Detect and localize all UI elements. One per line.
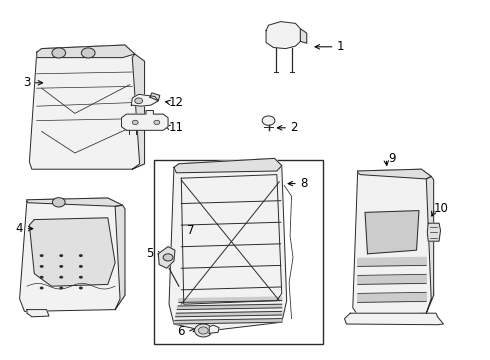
Polygon shape	[158, 247, 175, 268]
Circle shape	[59, 287, 63, 289]
Circle shape	[52, 198, 65, 207]
Polygon shape	[131, 94, 158, 106]
Text: 7: 7	[187, 224, 195, 237]
Polygon shape	[29, 45, 145, 169]
Circle shape	[40, 287, 44, 289]
Circle shape	[52, 48, 66, 58]
Polygon shape	[426, 176, 434, 313]
Circle shape	[79, 276, 83, 279]
Text: 11: 11	[169, 121, 184, 134]
Polygon shape	[358, 293, 426, 302]
Circle shape	[163, 254, 173, 261]
Circle shape	[59, 276, 63, 279]
Polygon shape	[29, 218, 115, 286]
Polygon shape	[266, 22, 300, 49]
Polygon shape	[209, 325, 219, 333]
Text: 3: 3	[23, 76, 31, 89]
Text: 8: 8	[300, 177, 308, 190]
Polygon shape	[181, 175, 282, 304]
Circle shape	[262, 116, 275, 125]
Polygon shape	[27, 198, 122, 206]
Circle shape	[195, 324, 212, 337]
Circle shape	[132, 120, 138, 125]
Polygon shape	[20, 198, 125, 311]
Polygon shape	[177, 304, 282, 310]
Polygon shape	[358, 275, 426, 284]
Text: 2: 2	[290, 121, 298, 134]
Circle shape	[59, 254, 63, 257]
Text: 9: 9	[388, 152, 396, 165]
Text: 1: 1	[337, 40, 344, 53]
Polygon shape	[174, 158, 282, 173]
Polygon shape	[122, 111, 168, 130]
Text: 12: 12	[169, 96, 184, 109]
Text: 6: 6	[177, 325, 185, 338]
Circle shape	[154, 120, 160, 125]
Polygon shape	[132, 54, 145, 169]
Polygon shape	[358, 257, 426, 266]
Bar	[154, 160, 323, 344]
Text: 5: 5	[146, 247, 153, 260]
Circle shape	[81, 48, 95, 58]
Circle shape	[135, 98, 143, 104]
Polygon shape	[179, 297, 282, 302]
Circle shape	[40, 254, 44, 257]
Polygon shape	[300, 29, 307, 43]
Polygon shape	[174, 319, 282, 324]
Polygon shape	[169, 158, 287, 331]
Circle shape	[79, 287, 83, 289]
Polygon shape	[353, 169, 434, 315]
Circle shape	[79, 265, 83, 268]
Circle shape	[40, 276, 44, 279]
Polygon shape	[175, 311, 282, 317]
Text: 4: 4	[16, 222, 24, 235]
Circle shape	[40, 265, 44, 268]
Circle shape	[59, 265, 63, 268]
Circle shape	[198, 327, 208, 334]
Polygon shape	[344, 313, 443, 325]
Polygon shape	[27, 310, 49, 317]
Polygon shape	[358, 169, 431, 179]
Polygon shape	[150, 93, 160, 101]
Polygon shape	[427, 223, 441, 241]
Polygon shape	[37, 45, 135, 58]
Polygon shape	[365, 211, 419, 254]
Text: 10: 10	[434, 202, 448, 215]
Polygon shape	[115, 205, 125, 310]
Circle shape	[79, 254, 83, 257]
